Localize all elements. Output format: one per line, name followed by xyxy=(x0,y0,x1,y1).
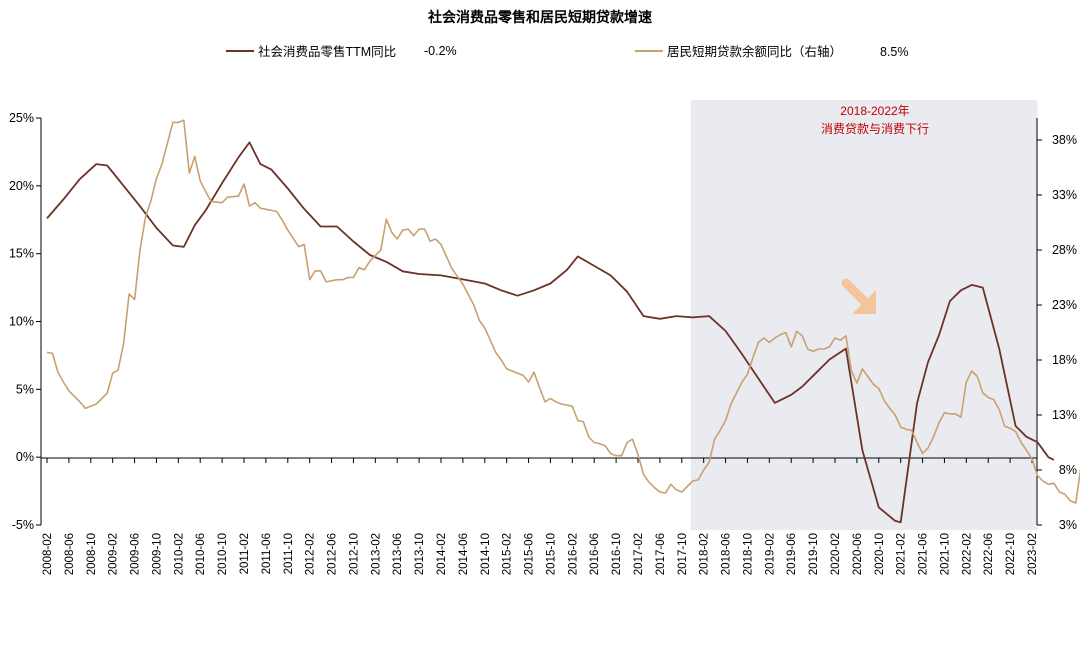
x-tick-label: 2013-02 xyxy=(370,533,382,575)
x-tick-label: 2016-06 xyxy=(589,533,601,575)
shaded-period xyxy=(690,100,1038,530)
right-tick-label: 18% xyxy=(1052,353,1077,367)
left-tick-label: 15% xyxy=(9,247,34,261)
right-tick-label: 3% xyxy=(1059,518,1077,532)
x-tick-label: 2012-06 xyxy=(327,533,339,575)
x-tick-label: 2009-10 xyxy=(151,533,163,575)
x-tick-label: 2011-02 xyxy=(239,533,251,574)
x-tick-label: 2018-06 xyxy=(721,533,733,575)
left-tick-label: -5% xyxy=(12,518,34,532)
x-tick-label: 2008-10 xyxy=(86,533,98,575)
x-tick-label: 2022-10 xyxy=(1005,533,1017,575)
x-tick-label: 2021-02 xyxy=(896,533,908,575)
x-tick-label: 2019-06 xyxy=(786,533,798,575)
x-tick-label: 2022-02 xyxy=(961,533,973,575)
x-tick-label: 2010-06 xyxy=(195,533,207,575)
x-axis: 2008-02 2008-06 2008-10 2009-02 2009-06 2009-… xyxy=(41,457,1039,575)
legend-value-retail: -0.2% xyxy=(424,44,457,58)
x-tick-label: 2010-10 xyxy=(217,533,229,575)
right-tick-label: 38% xyxy=(1052,133,1077,147)
x-tick-label: 2021-10 xyxy=(939,533,951,575)
x-tick-label: 2021-06 xyxy=(918,533,930,575)
down-arrow-icon xyxy=(841,278,876,314)
legend: 社会消费品零售TTM同比 -0.2% 居民短期贷款余额同比（右轴） 8.5% xyxy=(226,44,909,59)
x-tick-label: 2017-02 xyxy=(633,533,645,575)
x-tick-label: 2009-02 xyxy=(108,533,120,575)
legend-label-loan: 居民短期贷款余额同比（右轴） xyxy=(667,44,842,59)
right-tick-label: 8% xyxy=(1059,463,1077,477)
x-tick-label: 2015-02 xyxy=(502,533,514,575)
x-tick-label: 2023-02 xyxy=(1027,533,1039,575)
series-line-loan xyxy=(46,119,1080,504)
x-tick-label: 2017-10 xyxy=(677,533,689,575)
right-axis: 3% 8% 13% 18% 23% 28% 33% 38% xyxy=(1036,118,1077,532)
x-tick-label: 2013-06 xyxy=(392,533,404,575)
right-tick-label: 28% xyxy=(1052,243,1077,257)
x-tick-label: 2015-06 xyxy=(524,533,536,575)
annotation-line-1: 2018-2022年 xyxy=(840,104,909,118)
x-tick-label: 2013-10 xyxy=(414,533,426,575)
x-tick-label: 2014-06 xyxy=(458,533,470,575)
x-tick-label: 2022-06 xyxy=(983,533,995,575)
x-tick-label: 2011-10 xyxy=(283,533,295,574)
x-tick-label: 2014-10 xyxy=(480,533,492,575)
x-tick-label: 2017-06 xyxy=(655,533,667,575)
x-tick-label: 2015-10 xyxy=(545,533,557,575)
x-tick-label: 2012-02 xyxy=(305,533,317,575)
right-tick-label: 23% xyxy=(1052,298,1077,312)
left-tick-label: 10% xyxy=(9,315,34,329)
legend-label-retail: 社会消费品零售TTM同比 xyxy=(258,44,396,59)
x-tick-label: 2020-10 xyxy=(874,533,886,575)
left-axis: -5% 0% 5% 10% 15% 20% 25% xyxy=(9,111,42,532)
x-tick-label: 2019-10 xyxy=(808,533,820,575)
x-tick-label: 2011-06 xyxy=(261,533,273,574)
x-tick-label: 2018-02 xyxy=(699,533,711,575)
series-layer xyxy=(46,119,1080,524)
x-tick-label: 2010-02 xyxy=(173,533,185,575)
right-tick-label: 33% xyxy=(1052,188,1077,202)
left-tick-label: 20% xyxy=(9,179,34,193)
left-tick-label: 25% xyxy=(9,111,34,125)
legend-value-loan: 8.5% xyxy=(880,45,909,59)
x-tick-label: 2014-02 xyxy=(436,533,448,575)
x-tick-label: 2020-02 xyxy=(830,533,842,575)
x-tick-label: 2020-06 xyxy=(852,533,864,575)
right-tick-label: 13% xyxy=(1052,408,1077,422)
x-tick-label: 2016-02 xyxy=(567,533,579,575)
x-tick-label: 2018-10 xyxy=(742,533,754,575)
left-tick-label: 0% xyxy=(16,450,34,464)
x-tick-label: 2019-02 xyxy=(764,533,776,575)
x-tick-label: 2008-06 xyxy=(64,533,76,575)
x-tick-label: 2009-06 xyxy=(130,533,142,575)
x-tick-label: 2016-10 xyxy=(611,533,623,575)
x-tick-label: 2008-02 xyxy=(42,533,54,575)
chart-title: 社会消费品零售和居民短期贷款增速 xyxy=(427,9,652,25)
annotation-line-2: 消费贷款与消费下行 xyxy=(821,122,929,136)
x-tick-label: 2012-10 xyxy=(348,533,360,575)
left-tick-label: 5% xyxy=(16,382,34,396)
